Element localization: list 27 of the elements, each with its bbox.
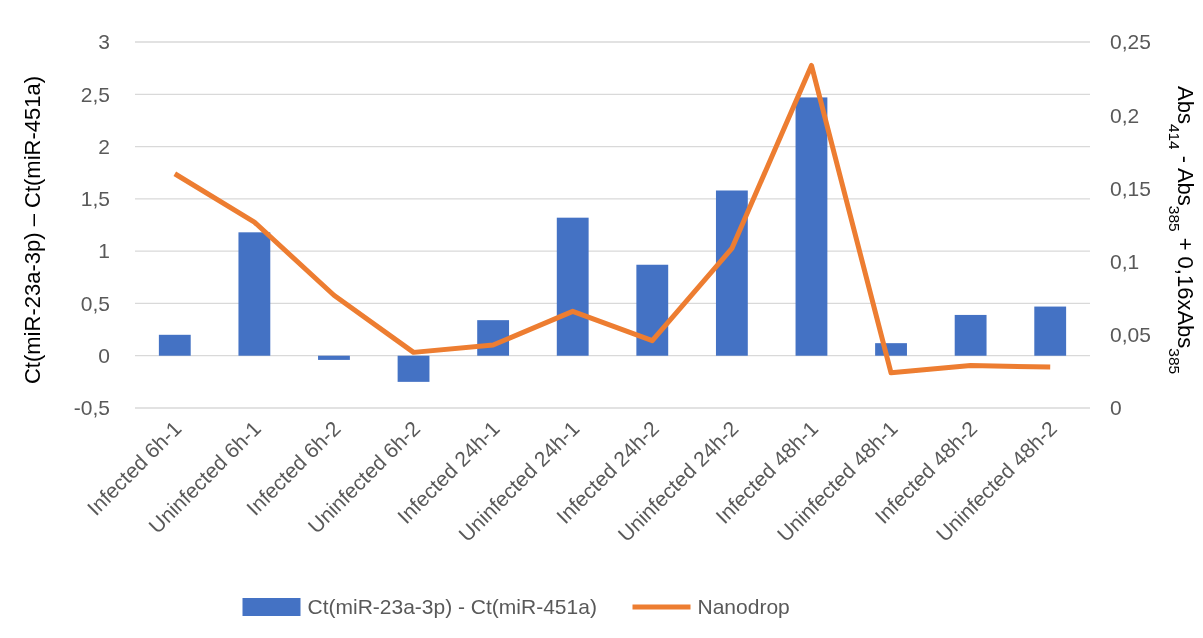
y-tick-label: 0	[98, 344, 110, 368]
y-tick-label: 1	[98, 239, 110, 263]
bar	[158, 334, 191, 356]
bar	[397, 355, 430, 382]
bar	[556, 217, 589, 356]
y2-tick-label: 0,15	[1110, 176, 1151, 200]
legend-label: Nanodrop	[697, 595, 790, 619]
y2-tick-label: 0,25	[1110, 30, 1151, 54]
y2-tick-label: 0,1	[1110, 249, 1140, 273]
y-axis-title: Ct(miR-23a-3p) – Ct(miR-451a)	[20, 75, 45, 385]
legend-label: Ct(miR-23a-3p) - Ct(miR-451a)	[307, 595, 597, 619]
bar	[715, 190, 748, 356]
bar	[795, 97, 828, 356]
y-tick-label: 1,5	[80, 187, 110, 211]
y-tick-label: 2,5	[80, 82, 110, 106]
y-tick-label: 2	[98, 134, 110, 158]
y2-tick-label: 0,05	[1110, 323, 1151, 347]
y2-tick-label: 0	[1110, 396, 1122, 420]
y-tick-label: 3	[98, 30, 110, 54]
bar	[636, 264, 669, 356]
y-tick-label: 0,5	[80, 291, 110, 315]
y-tick-label: -0,5	[73, 396, 110, 420]
y2-tick-label: 0,2	[1110, 103, 1140, 127]
bar	[318, 355, 350, 360]
bar	[1034, 306, 1067, 356]
bar	[954, 314, 987, 356]
bar	[238, 232, 271, 356]
